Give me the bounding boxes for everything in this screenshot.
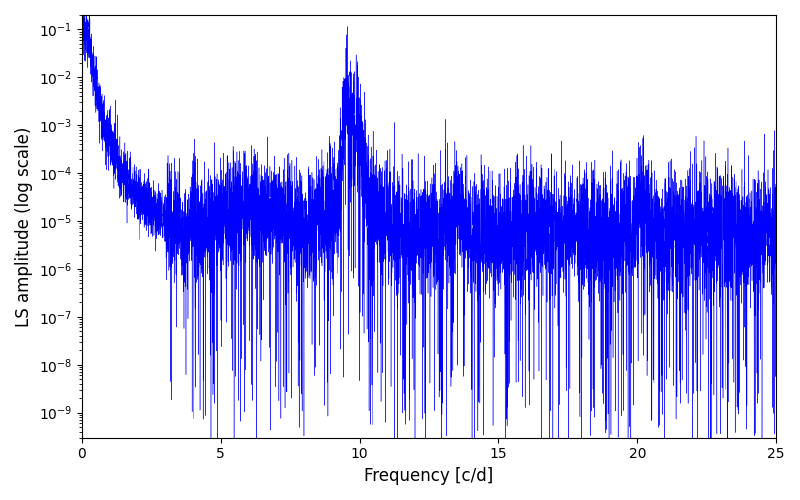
Y-axis label: LS amplitude (log scale): LS amplitude (log scale) [15, 126, 33, 326]
X-axis label: Frequency [c/d]: Frequency [c/d] [364, 467, 494, 485]
